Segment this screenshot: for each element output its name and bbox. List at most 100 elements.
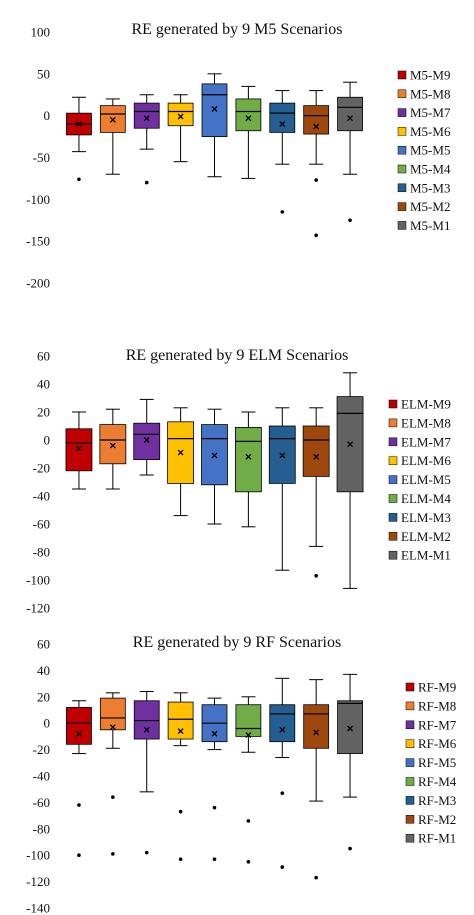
elm-boxplot-chart: RE generated by 9 ELM Scenarios 60 40 20 0 -2…: [26, 347, 451, 616]
legend-swatch: [405, 777, 415, 786]
legend-label: RF-M9: [418, 680, 456, 695]
box-elm-m3: [268, 407, 296, 571]
y-tick-label: 0: [44, 716, 51, 731]
y-tick-label: -40: [33, 489, 50, 504]
legend-swatch: [397, 202, 407, 211]
outlier-point: [77, 803, 81, 807]
legend-label: ELM-M3: [401, 510, 451, 525]
y-tick-label: 0: [44, 108, 51, 123]
box-body: [337, 700, 363, 754]
legend-label: RF-M2: [418, 812, 456, 827]
m5-chart-panel: RE generated by 9 M5 Scenarios 100 50 0 -50 -…: [0, 0, 474, 300]
legend-swatch: [405, 682, 415, 692]
y-tick-label: -20: [33, 461, 50, 476]
box-body: [269, 102, 296, 133]
outlier-point: [280, 210, 285, 214]
legend-swatch: [397, 183, 407, 193]
box-elm-m6: [167, 407, 195, 517]
rf-boxplot-chart: RE generated by 9 RF Scenarios 60 40 20 0 -20…: [26, 634, 457, 915]
mean-marker: [245, 453, 252, 460]
legend-label: M5-M2: [410, 199, 450, 214]
box-body: [303, 704, 330, 749]
outlier-point: [77, 853, 81, 857]
box-body: [235, 98, 262, 132]
legend-swatch: [388, 532, 398, 541]
chart-title: RE generated by 9 RF Scenarios: [133, 634, 341, 651]
legend-label: M5-M6: [410, 124, 451, 139]
legend-swatch: [397, 221, 407, 230]
y-tick-label: -100: [26, 573, 50, 588]
y-tick-label: 20: [37, 405, 50, 420]
y-tick-label: 20: [37, 689, 50, 704]
mean-marker: [109, 442, 116, 449]
legend-swatch: [388, 456, 398, 465]
box-m5-m9: [66, 96, 92, 182]
outlier-point: [314, 233, 318, 238]
elm-chart-panel: RE generated by 9 ELM Scenarios 60 40 20 0 -2…: [0, 318, 474, 618]
box-rf-m4: [235, 696, 262, 864]
mean-marker: [143, 115, 150, 122]
mean-marker: [279, 726, 286, 733]
box-body: [167, 102, 194, 127]
outlier-point: [144, 850, 149, 855]
legend-label: RF-M8: [418, 698, 456, 713]
outlier-point: [314, 178, 318, 182]
legend-label: ELM-M9: [401, 397, 451, 412]
outlier-point: [77, 177, 81, 182]
chart-title: RE generated by 9 ELM Scenarios: [126, 347, 349, 364]
box-m5-m3: [269, 90, 296, 214]
m5-boxplot-chart: RE generated by 9 M5 Scenarios 100 50 0 -50 -…: [26, 21, 451, 291]
box-m5-m1: [337, 81, 363, 223]
legend-label: M5-M5: [410, 143, 450, 158]
box-elm-m9: [65, 411, 93, 490]
y-tick-label: 60: [37, 349, 50, 364]
box-body: [201, 83, 228, 137]
legend-label: ELM-M6: [401, 453, 451, 468]
outlier-point: [212, 857, 217, 861]
mean-marker: [211, 452, 218, 459]
legend-label: M5-M4: [410, 162, 451, 177]
y-tick-label: -80: [33, 821, 50, 836]
mean-marker: [177, 728, 184, 735]
legend-label: M5-M1: [410, 218, 450, 233]
legend-swatch: [388, 513, 398, 522]
box-body: [302, 425, 330, 477]
box-body: [133, 102, 160, 129]
legend-swatch: [405, 815, 415, 824]
box-rf-m6: [167, 692, 194, 861]
y-tick-label: -60: [33, 517, 50, 532]
y-tick-label: 40: [37, 663, 50, 678]
outlier-point: [178, 809, 183, 814]
legend-label: M5-M3: [410, 180, 450, 195]
outlier-point: [212, 805, 217, 810]
legend-label: ELM-M2: [401, 529, 451, 544]
box-body: [234, 427, 262, 493]
mean-marker: [75, 730, 82, 737]
chart-title: RE generated by 9 M5 Scenarios: [131, 21, 342, 38]
box-m5-m8: [99, 98, 126, 175]
box-body: [99, 697, 126, 731]
outlier-point: [314, 875, 318, 880]
y-tick-label: -80: [33, 545, 50, 560]
y-tick-label: -120: [26, 601, 50, 616]
box-rf-m8: [99, 692, 126, 856]
mean-marker: [245, 732, 252, 739]
legend-label: ELM-M5: [401, 472, 451, 487]
mean-marker: [313, 453, 320, 460]
legend-label: ELM-M4: [401, 491, 451, 506]
rf-chart-panel: RE generated by 9 RF Scenarios 60 40 20 0 -20…: [0, 627, 474, 915]
mean-marker: [109, 724, 116, 731]
box-rf-m7: [133, 691, 160, 855]
y-tick-label: 60: [37, 637, 50, 652]
legend-swatch: [405, 739, 415, 748]
mean-marker: [245, 115, 252, 122]
box-body: [269, 704, 296, 743]
outlier-point: [280, 865, 285, 869]
box-body: [303, 105, 330, 135]
box-rf-m1: [337, 673, 363, 851]
box-elm-m1: [336, 372, 364, 589]
legend-swatch: [388, 550, 398, 560]
box-m5-m4: [235, 85, 262, 179]
legend-label: RF-M7: [418, 717, 457, 732]
mean-marker: [211, 730, 218, 737]
